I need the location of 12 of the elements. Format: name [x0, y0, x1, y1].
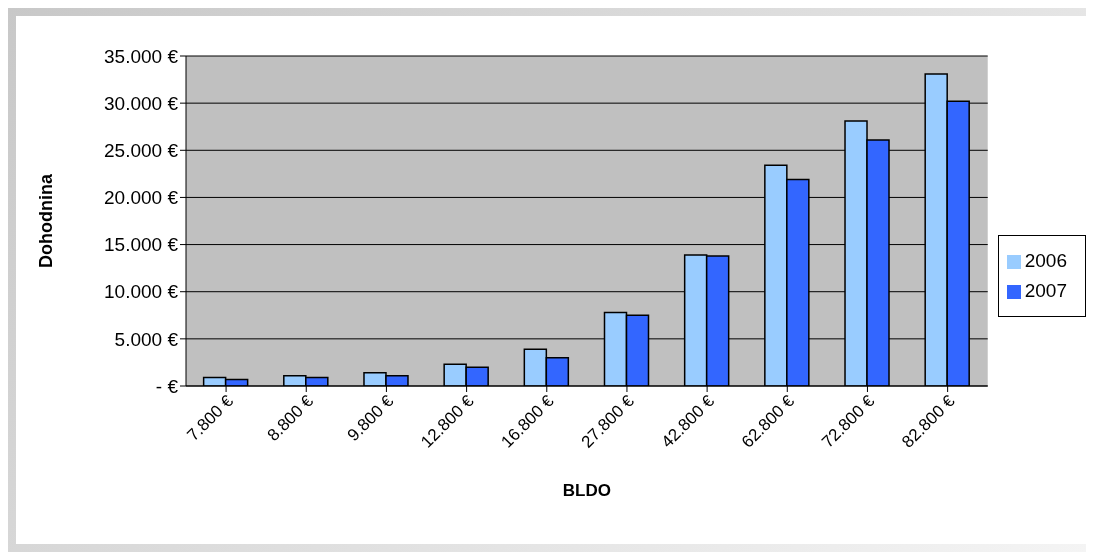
x-axis-title: BLDO — [562, 481, 611, 500]
y-tick-label: 25.000 € — [104, 140, 179, 162]
y-axis-title: Dohodnina — [36, 173, 57, 268]
legend-label: 2006 — [1024, 250, 1067, 271]
y-tick-label: - € — [155, 375, 179, 397]
y-tick-label: 35.000 € — [104, 45, 179, 67]
y-tick-label: 5.000 € — [114, 328, 179, 350]
y-tick-label: 15.000 € — [104, 234, 179, 256]
y-tick-label: 30.000 € — [104, 92, 179, 114]
y-tick-label: 10.000 € — [104, 281, 179, 303]
y-tick-label: 20.000 € — [104, 187, 179, 209]
legend-label: 2007 — [1024, 280, 1067, 301]
